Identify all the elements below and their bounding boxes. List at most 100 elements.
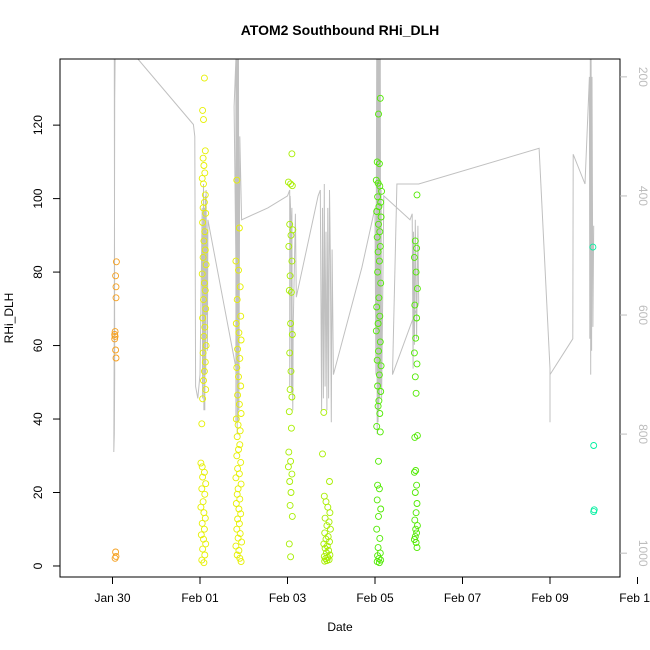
- data-point: [111, 554, 119, 562]
- data-point: [628, 532, 634, 538]
- x-axis-label: Date: [327, 620, 353, 634]
- data-point: [375, 457, 382, 465]
- data-point: [200, 237, 208, 245]
- data-point: [201, 490, 209, 498]
- data-point: [232, 500, 240, 507]
- data-point: [413, 500, 421, 507]
- x-tick-label: Jan 30: [94, 591, 130, 605]
- x-tick-label: Feb 11: [619, 591, 650, 605]
- data-point: [199, 473, 207, 481]
- data-point: [631, 515, 637, 521]
- data-point: [628, 460, 634, 466]
- data-point: [288, 182, 296, 190]
- data-point: [373, 303, 381, 311]
- data-point: [232, 542, 240, 550]
- data-point: [199, 219, 207, 226]
- data-point: [375, 110, 382, 118]
- data-point: [373, 525, 381, 533]
- data-point: [232, 257, 240, 265]
- data-point: [235, 400, 243, 408]
- data-point: [410, 468, 418, 476]
- data-point: [287, 553, 295, 561]
- data-point: [628, 398, 634, 404]
- data-point: [629, 545, 635, 551]
- data-point: [323, 542, 331, 550]
- data-point: [286, 349, 294, 357]
- data-point: [628, 289, 634, 295]
- data-point: [200, 74, 208, 82]
- data-point: [628, 479, 634, 485]
- y2-tick-label: 400: [636, 186, 650, 206]
- chart-title: ATOM2 Southbound RHi_DLH: [241, 22, 440, 38]
- data-point: [200, 468, 208, 476]
- data-point: [628, 431, 634, 437]
- data-point: [200, 525, 208, 533]
- data-point: [320, 540, 328, 548]
- data-point: [630, 537, 636, 543]
- series-0: [111, 258, 120, 562]
- data-point: [325, 547, 333, 554]
- data-point: [631, 232, 637, 238]
- data-point: [236, 554, 244, 562]
- data-point: [629, 144, 635, 150]
- data-point: [378, 187, 386, 195]
- pressure-trace-line: [113, 59, 595, 453]
- data-point: [630, 205, 636, 211]
- data-point: [286, 501, 294, 509]
- y2-tick-label: 1000: [636, 540, 650, 567]
- data-point: [200, 559, 208, 567]
- data-point: [374, 320, 382, 327]
- data-point: [631, 267, 637, 273]
- data-point: [413, 481, 421, 489]
- data-point: [630, 368, 636, 374]
- data-point: [630, 464, 636, 470]
- data-point: [375, 160, 383, 168]
- data-point: [233, 296, 241, 304]
- data-point: [237, 510, 245, 518]
- data-point: [629, 456, 635, 462]
- data-point: [198, 519, 206, 527]
- data-point: [376, 312, 384, 320]
- data-point: [326, 538, 333, 546]
- data-point: [200, 332, 208, 340]
- data-point: [628, 416, 634, 422]
- data-point: [377, 198, 385, 206]
- data-point: [201, 358, 209, 366]
- x-tick-label: Feb 07: [444, 591, 482, 605]
- data-point: [234, 391, 242, 399]
- data-point: [628, 159, 634, 165]
- data-point: [232, 320, 240, 327]
- data-point: [412, 389, 420, 397]
- data-point: [374, 402, 382, 410]
- data-point: [233, 364, 241, 372]
- data-point: [201, 246, 209, 254]
- y-tick-label: 0: [31, 562, 45, 569]
- data-point: [376, 228, 384, 236]
- data-point: [412, 268, 420, 276]
- data-point: [112, 258, 120, 266]
- y-tick-label: 100: [31, 188, 45, 208]
- data-point: [236, 441, 244, 449]
- data-point: [373, 233, 381, 241]
- data-point: [629, 177, 635, 183]
- data-point: [629, 87, 635, 93]
- data-point: [374, 248, 382, 256]
- data-point: [373, 158, 381, 166]
- data-point: [321, 529, 329, 537]
- data-points-layer: [111, 74, 637, 567]
- data-point: [235, 373, 242, 381]
- data-point: [590, 508, 598, 516]
- data-point: [202, 540, 210, 548]
- data-point: [235, 547, 243, 554]
- data-point: [628, 225, 634, 231]
- data-point: [199, 106, 207, 114]
- data-point: [630, 475, 636, 481]
- y-tick-label: 40: [31, 412, 45, 426]
- data-point: [234, 421, 242, 429]
- data-point: [321, 557, 329, 565]
- data-point: [287, 288, 295, 296]
- data-point: [321, 544, 329, 552]
- data-point: [373, 208, 381, 215]
- data-point: [236, 427, 244, 435]
- data-point: [200, 509, 208, 517]
